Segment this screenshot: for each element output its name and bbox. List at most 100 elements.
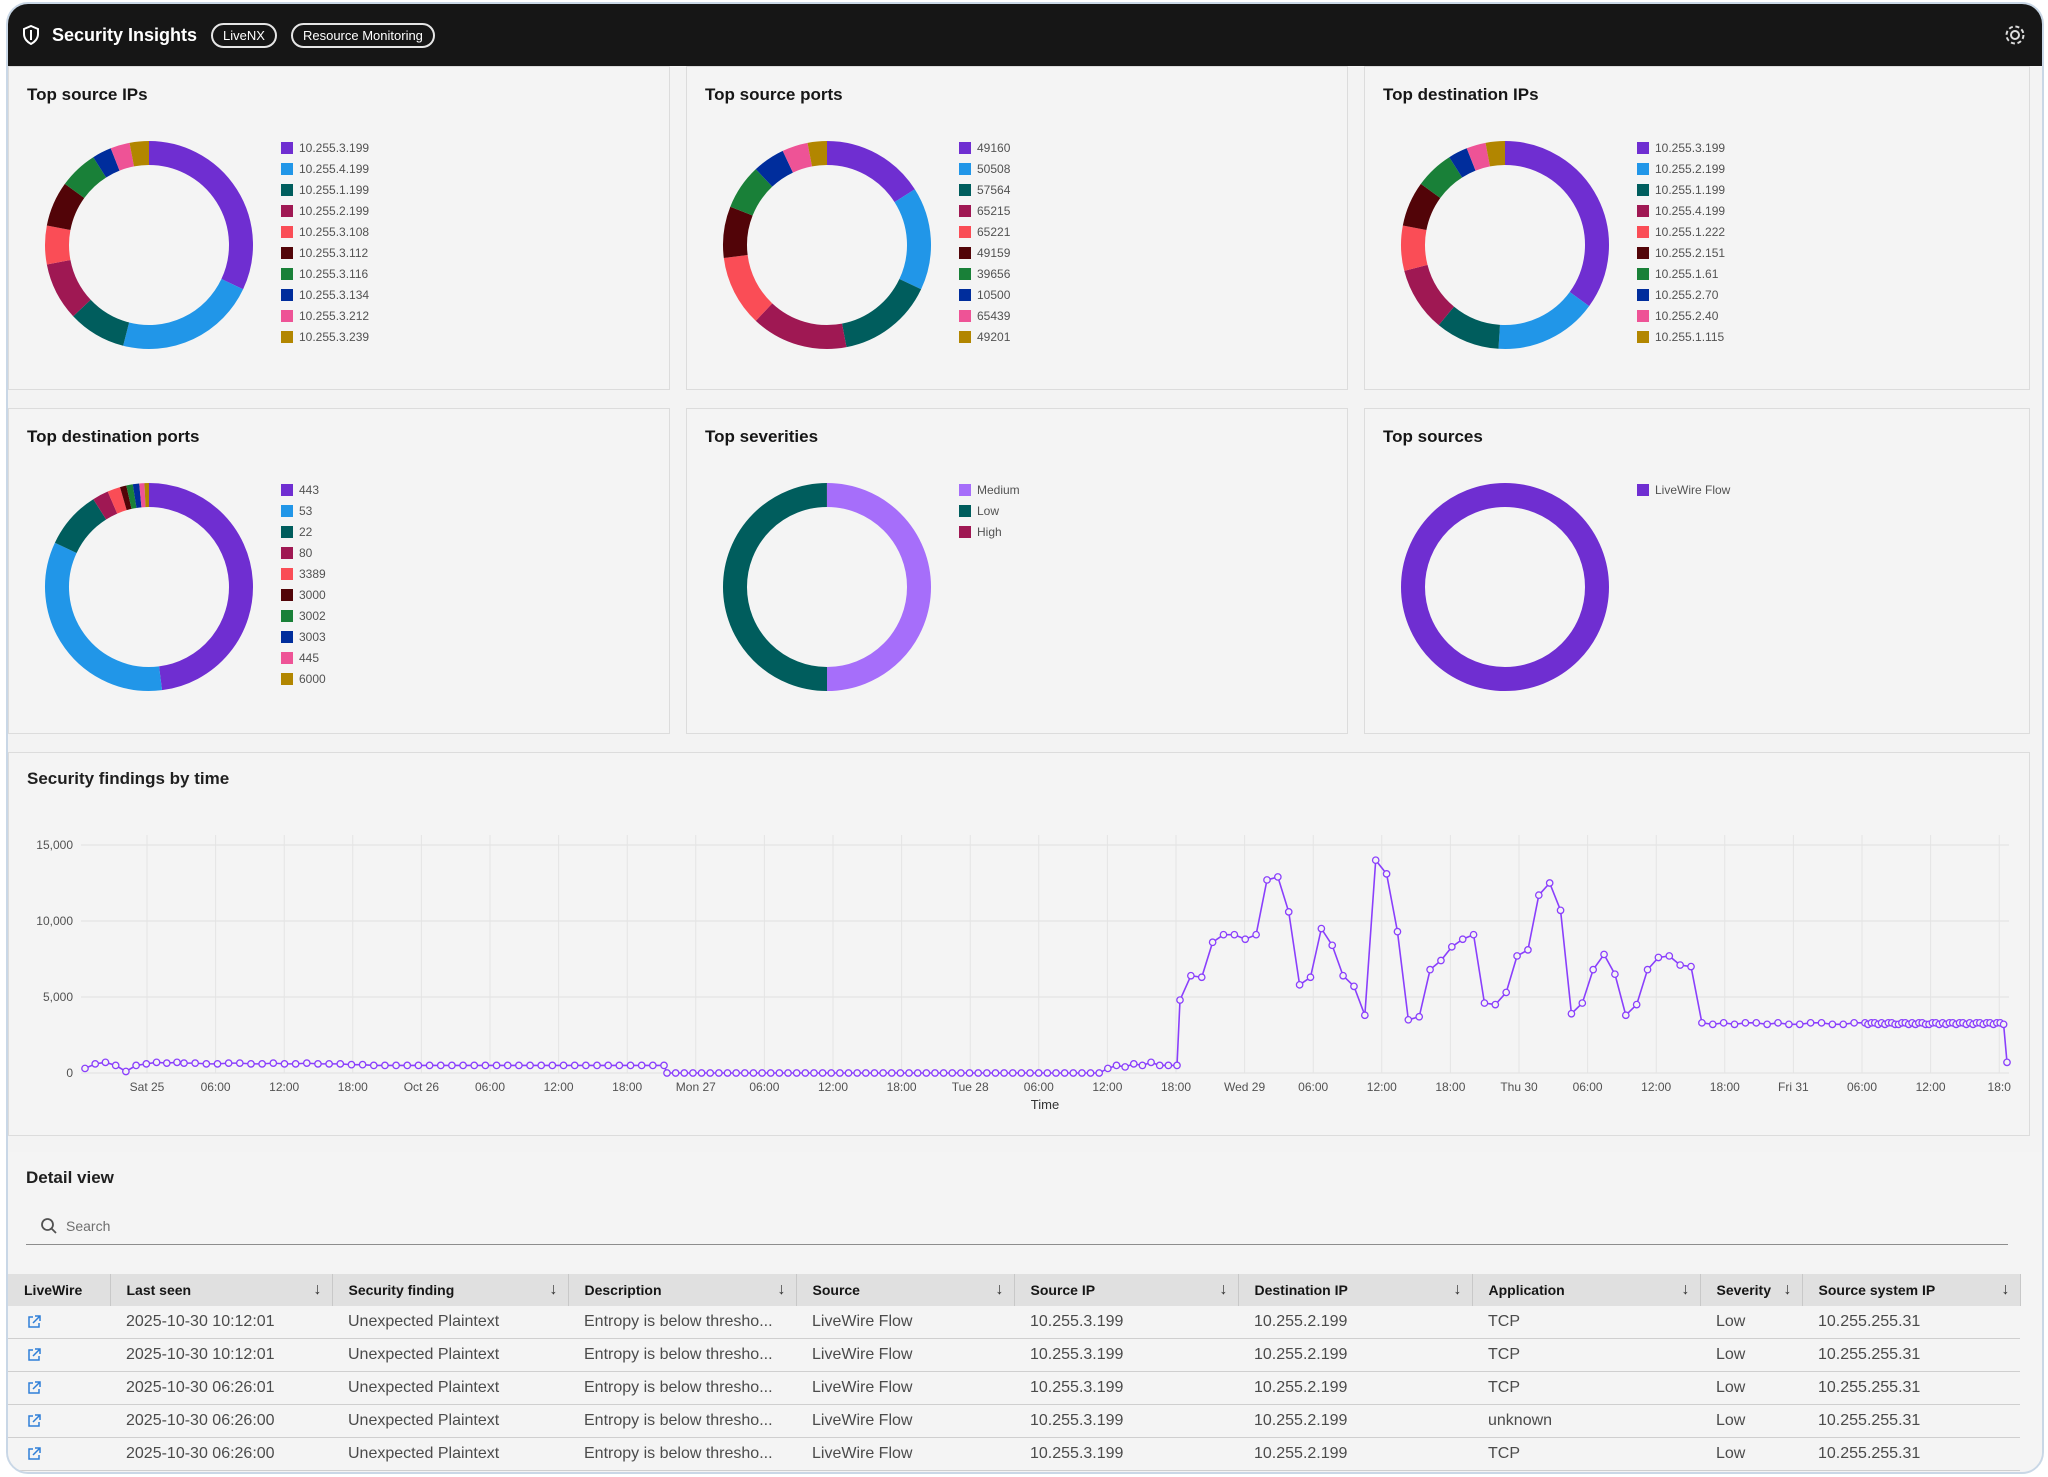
data-point[interactable] — [1828, 1020, 1837, 1029]
data-point[interactable] — [336, 1060, 345, 1068]
donut-slice[interactable] — [1504, 141, 1609, 307]
external-link-icon[interactable] — [26, 1446, 42, 1462]
legend-item[interactable]: 3003 — [281, 626, 326, 647]
data-point[interactable] — [1415, 1012, 1424, 1021]
column-header[interactable]: Application ↓ — [1472, 1274, 1701, 1306]
data-point[interactable] — [1480, 999, 1489, 1007]
data-point[interactable] — [1567, 1009, 1576, 1018]
data-point[interactable] — [1219, 930, 1228, 939]
data-point[interactable] — [1785, 1020, 1793, 1029]
data-point[interactable] — [1404, 1015, 1413, 1024]
sort-arrow-icon[interactable]: ↓ — [2001, 1281, 2010, 1298]
legend-item[interactable]: 10.255.2.151 — [1637, 242, 1725, 263]
donut-slice[interactable] — [826, 483, 931, 691]
data-point[interactable] — [887, 1069, 896, 1077]
data-point[interactable] — [1274, 873, 1282, 881]
data-point[interactable] — [660, 1061, 668, 1070]
data-point[interactable] — [258, 1060, 266, 1068]
data-point[interactable] — [740, 1069, 749, 1077]
data-point[interactable] — [1328, 941, 1337, 950]
data-point[interactable] — [142, 1060, 151, 1068]
legend-item[interactable]: 10.255.3.112 — [281, 242, 369, 263]
column-header[interactable]: LiveWire — [8, 1274, 111, 1306]
data-point[interactable] — [1752, 1018, 1761, 1027]
legend-item[interactable]: 49160 — [959, 137, 1010, 158]
donut-slice[interactable] — [1401, 225, 1428, 271]
data-point[interactable] — [291, 1060, 300, 1068]
tag-resource-monitoring[interactable]: Resource Monitoring — [290, 22, 435, 48]
data-point[interactable] — [792, 1069, 801, 1077]
legend-item[interactable]: 10.255.4.199 — [1637, 200, 1725, 221]
data-point[interactable] — [280, 1060, 289, 1068]
data-point[interactable] — [414, 1061, 423, 1070]
series-line[interactable] — [84, 858, 2008, 1074]
legend-item[interactable]: 3002 — [281, 605, 326, 626]
sort-arrow-icon[interactable]: ↓ — [777, 1281, 786, 1298]
legend-item[interactable]: 10.255.1.222 — [1637, 221, 1725, 242]
donut-slice[interactable] — [894, 189, 931, 290]
tag-livenx[interactable]: LiveNX — [211, 22, 277, 48]
data-point[interactable] — [931, 1069, 939, 1077]
legend-item[interactable]: 22 — [281, 521, 326, 542]
data-point[interactable] — [392, 1061, 400, 1070]
legend-item[interactable]: 49159 — [959, 242, 1010, 263]
data-point[interactable] — [1208, 938, 1217, 947]
data-point[interactable] — [470, 1061, 479, 1070]
data-point[interactable] — [922, 1069, 931, 1077]
data-point[interactable] — [247, 1060, 255, 1068]
column-header[interactable]: Description ↓ — [568, 1274, 797, 1306]
data-point[interactable] — [766, 1069, 775, 1077]
data-point[interactable] — [448, 1061, 456, 1070]
data-point[interactable] — [626, 1061, 635, 1070]
legend-item[interactable]: 49201 — [959, 326, 1010, 347]
data-point[interactable] — [1263, 876, 1271, 884]
data-point[interactable] — [810, 1069, 818, 1077]
data-point[interactable] — [1741, 1018, 1750, 1027]
data-point[interactable] — [1069, 1069, 1078, 1077]
data-point[interactable] — [1502, 988, 1511, 997]
data-point[interactable] — [818, 1069, 827, 1077]
data-point[interactable] — [1230, 930, 1239, 939]
column-header[interactable]: Security finding ↓ — [332, 1274, 569, 1306]
data-point[interactable] — [982, 1069, 991, 1077]
data-point[interactable] — [1632, 1000, 1641, 1009]
data-point[interactable] — [1121, 1063, 1129, 1071]
data-point[interactable] — [1026, 1069, 1034, 1077]
data-point[interactable] — [1839, 1020, 1848, 1029]
column-header[interactable]: Source IP ↓ — [1014, 1274, 1239, 1306]
data-point[interactable] — [1173, 1061, 1181, 1070]
legend-item[interactable]: 10.255.3.199 — [1637, 137, 1725, 158]
column-header[interactable]: Source ↓ — [796, 1274, 1015, 1306]
donut-chart[interactable] — [39, 135, 259, 355]
column-header[interactable]: Last seen ↓ — [110, 1274, 333, 1306]
data-point[interactable] — [1176, 996, 1184, 1004]
line-chart[interactable]: 0 5,000 10,000 15,000 Sat 25 06:00 12:00 18:00 O… — [9, 753, 2029, 1135]
data-point[interactable] — [1284, 908, 1293, 916]
data-point[interactable] — [1850, 1018, 1858, 1027]
legend-item[interactable]: 10.255.3.108 — [281, 221, 369, 242]
data-point[interactable] — [1426, 965, 1434, 974]
data-point[interactable] — [235, 1059, 244, 1067]
donut-slice[interactable] — [841, 278, 922, 348]
data-point[interactable] — [1155, 1061, 1164, 1070]
donut-slice[interactable] — [64, 157, 107, 199]
donut-slice[interactable] — [782, 142, 813, 173]
data-point[interactable] — [1556, 906, 1565, 915]
data-point[interactable] — [844, 1069, 853, 1077]
data-point[interactable] — [615, 1061, 624, 1070]
legend-item[interactable]: 10.255.1.115 — [1637, 326, 1725, 347]
donut-slice[interactable] — [1449, 148, 1476, 178]
data-point[interactable] — [1034, 1069, 1043, 1077]
data-point[interactable] — [122, 1067, 130, 1076]
donut-chart[interactable] — [1395, 477, 1615, 697]
legend-item[interactable]: 10.255.3.212 — [281, 305, 369, 326]
legend-item[interactable]: 10.255.2.199 — [1637, 158, 1725, 179]
donut-slice[interactable] — [723, 483, 828, 691]
table-row[interactable]: 2025-10-30 10:12:01 Unexpected Plaintext E… — [8, 1338, 2020, 1372]
column-header[interactable]: Severity ↓ — [1700, 1274, 1803, 1306]
data-point[interactable] — [1147, 1058, 1155, 1067]
data-point[interactable] — [648, 1061, 657, 1070]
donut-slice[interactable] — [119, 485, 132, 511]
data-point[interactable] — [152, 1058, 161, 1067]
donut-slice[interactable] — [1404, 264, 1455, 326]
